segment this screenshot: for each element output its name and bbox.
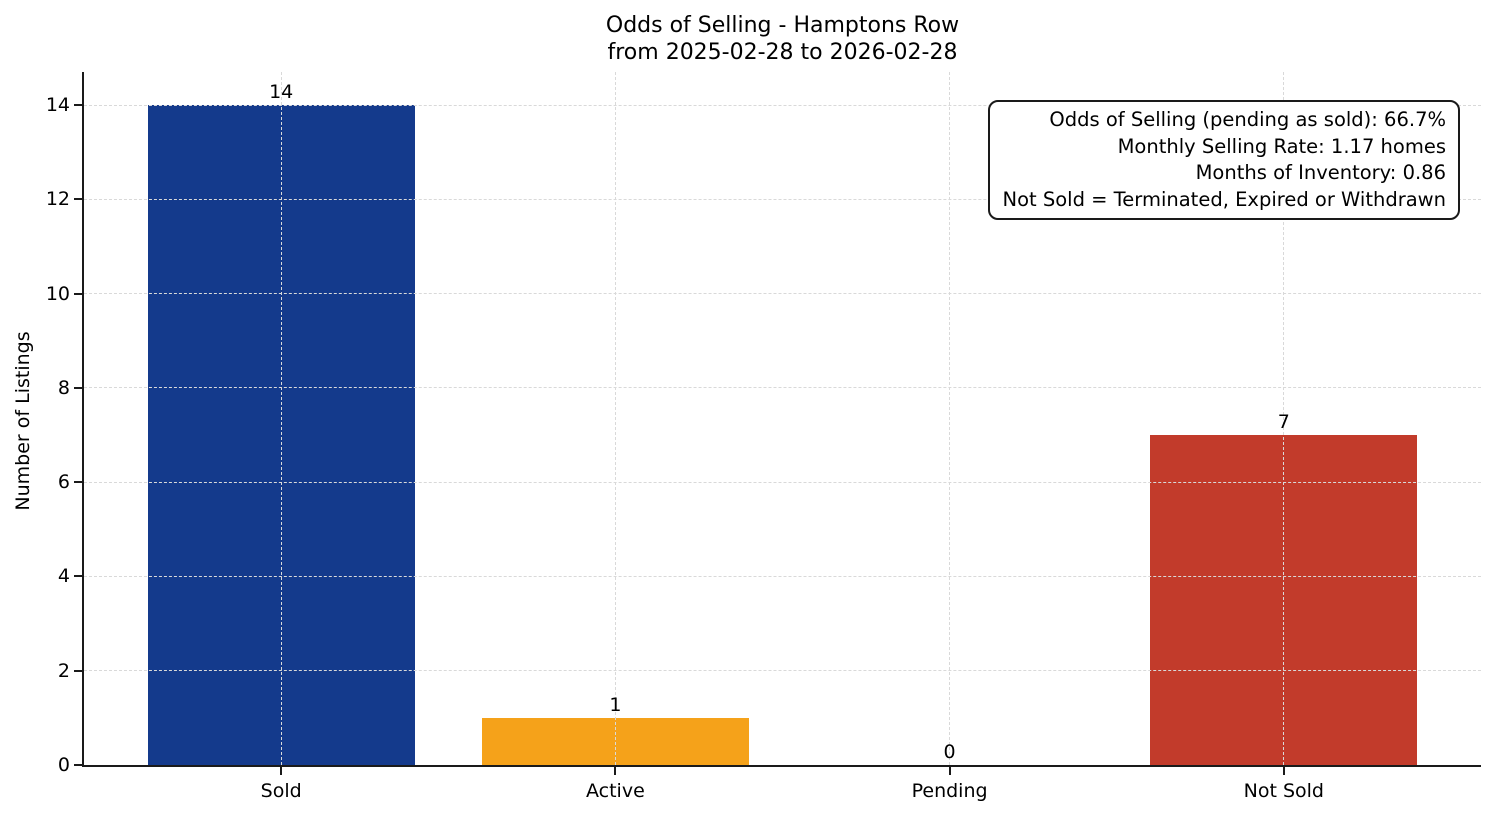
bar-value-label: 14 [269,81,294,103]
bar-value-label: 7 [1277,411,1290,433]
annotation-not-sold-definition: Not Sold = Terminated, Expired or Withdr… [1002,187,1446,211]
y-tick-mark [74,386,82,389]
annotation-odds-of-selling: Odds of Selling (pending as sold): 66.7% [1049,108,1446,131]
y-tick-label: 4 [57,565,70,588]
gridline-horizontal [84,104,1481,106]
x-tick-label: Not Sold [1243,780,1324,802]
x-tick-mark [614,767,617,775]
x-tick-label: Pending [911,780,988,802]
y-tick-label: 12 [45,188,70,211]
y-tick-mark [74,575,82,578]
x-tick-label: Active [586,780,645,802]
gridline-horizontal [84,481,1481,483]
y-tick-label: 0 [57,754,70,776]
annotation-box: Odds of Selling (pending as sold): 66.7%… [988,100,1460,220]
y-tick-mark [74,104,82,106]
y-tick-mark [74,669,82,672]
x-axis-spine [82,765,1481,767]
gridline-horizontal [84,293,1481,295]
x-tick-mark [1282,767,1285,775]
gridline-vertical [280,72,282,765]
x-tick-label: Sold [260,780,302,802]
bar-value-label: 1 [609,693,622,716]
y-axis-spine [82,72,84,767]
chart-subtitle: from 2025-02-28 to 2026-02-28 [607,40,958,65]
y-axis-label: Number of Listings [12,331,34,511]
gridline-horizontal [84,670,1481,672]
annotation-monthly-selling-rate: Monthly Selling Rate: 1.17 homes [1117,134,1446,158]
gridline-horizontal [84,198,1481,200]
chart-title: Odds of Selling - Hamptons Row [605,13,960,38]
gridline-vertical [949,72,951,765]
annotation-months-of-inventory: Months of Inventory: 0.86 [1195,161,1446,184]
y-tick-label: 2 [57,659,70,682]
y-tick-mark [74,481,82,484]
y-tick-mark [74,764,82,766]
y-tick-label: 10 [45,282,70,305]
y-tick-mark [74,198,82,201]
gridline-vertical [1283,72,1285,765]
y-tick-label: 6 [57,471,70,494]
y-tick-mark [74,292,82,295]
x-tick-mark [948,767,951,775]
y-tick-label: 8 [57,376,70,399]
y-tick-label: 14 [45,94,70,116]
gridline-horizontal [84,387,1481,389]
gridline-horizontal [84,575,1481,577]
gridline-vertical [614,72,616,765]
x-tick-mark [280,767,283,775]
bar-value-label: 0 [943,741,956,763]
chart-title-block: Odds of Selling - Hamptons Row from 2025… [84,12,1481,66]
